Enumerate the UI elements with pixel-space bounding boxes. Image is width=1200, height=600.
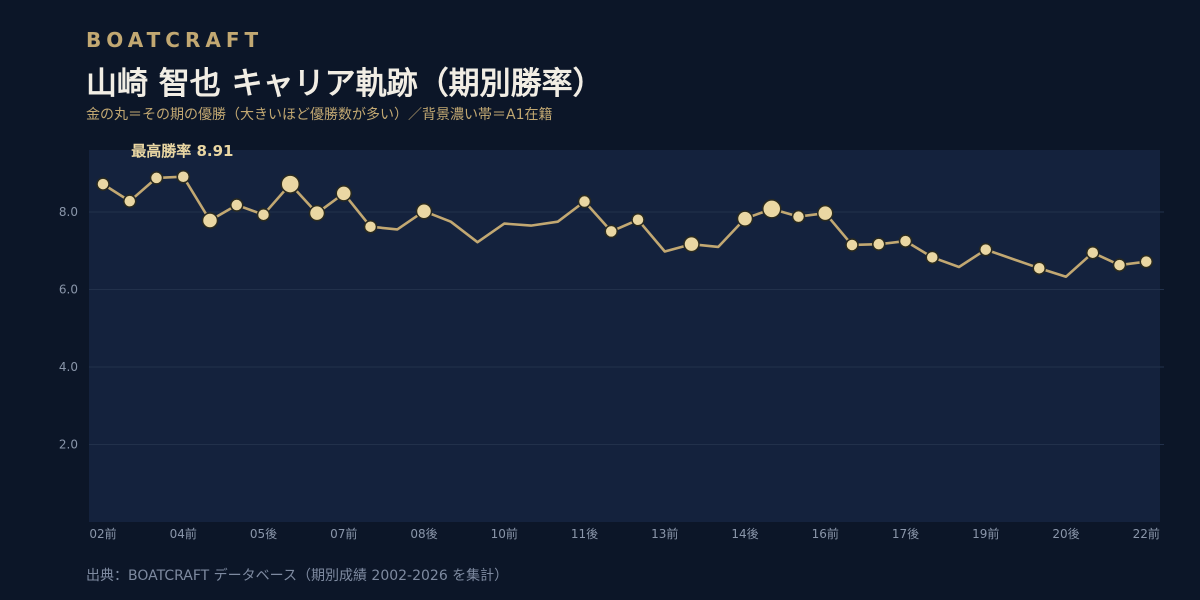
x-tick-label: 13前 xyxy=(651,526,678,541)
x-tick-label: 14後 xyxy=(731,527,758,541)
win-marker xyxy=(925,250,939,265)
win-marker xyxy=(791,209,806,224)
win-marker xyxy=(683,235,700,253)
x-tick-label: 04前 xyxy=(170,526,197,541)
win-marker xyxy=(898,234,913,248)
x-tick-label: 02前 xyxy=(89,526,116,541)
a1-band xyxy=(89,150,1160,522)
win-marker xyxy=(817,204,834,222)
x-tick-label: 20後 xyxy=(1052,527,1079,541)
win-marker xyxy=(123,194,137,208)
win-marker xyxy=(415,202,433,220)
y-tick-label: 6.0 xyxy=(59,283,78,297)
win-marker xyxy=(280,174,300,194)
win-marker xyxy=(149,171,164,185)
win-marker xyxy=(1086,245,1100,260)
win-marker xyxy=(1139,254,1153,269)
win-marker xyxy=(736,210,754,227)
win-marker xyxy=(176,169,190,184)
max-annotation: 最高勝率 8.91 xyxy=(131,142,233,160)
win-marker xyxy=(256,207,271,222)
x-tick-label: 16前 xyxy=(812,526,839,541)
win-marker xyxy=(1032,261,1046,275)
y-tick-label: 8.0 xyxy=(59,205,78,219)
x-tick-label: 08後 xyxy=(410,527,437,541)
win-marker xyxy=(604,224,618,239)
win-marker xyxy=(230,198,244,212)
win-marker xyxy=(96,177,110,191)
x-tick-label: 17後 xyxy=(892,527,919,541)
win-marker xyxy=(1112,258,1127,272)
win-marker xyxy=(762,199,782,219)
chart-subtitle: 金の丸＝その期の優勝（大きいほど優勝数が多い）／背景濃い帯＝A1在籍 xyxy=(86,107,553,123)
x-tick-label: 19前 xyxy=(972,526,999,541)
win-marker xyxy=(577,194,592,209)
win-marker xyxy=(201,212,219,229)
win-marker xyxy=(363,219,378,234)
y-tick-label: 2.0 xyxy=(59,438,78,452)
source-note: 出典：BOATCRAFT データベース（期別成績 2002-2026 を集計） xyxy=(86,568,509,584)
win-marker xyxy=(335,185,352,202)
x-tick-label: 22前 xyxy=(1133,526,1160,541)
chart-title: 山崎 智也 キャリア軌跡（期別勝率） xyxy=(86,66,604,102)
x-tick-label: 10前 xyxy=(491,526,518,541)
x-tick-label: 05後 xyxy=(250,527,277,541)
win-marker xyxy=(308,204,326,222)
x-tick-label: 11後 xyxy=(571,527,598,541)
win-marker xyxy=(631,213,645,227)
win-marker xyxy=(845,238,859,252)
win-marker xyxy=(979,242,993,257)
x-tick-label: 07前 xyxy=(330,526,357,541)
win-marker xyxy=(872,237,886,251)
brand-label: BOATCRAFT xyxy=(86,28,264,52)
y-tick-label: 4.0 xyxy=(59,360,78,374)
